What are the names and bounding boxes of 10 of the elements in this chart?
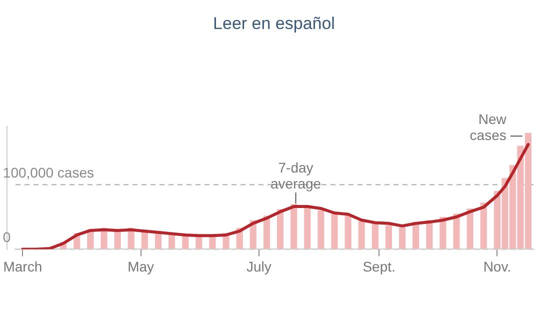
x-tick-label: Nov. xyxy=(483,258,512,274)
x-tick-label: July xyxy=(246,258,272,274)
annotation: 7-day average xyxy=(270,160,322,192)
y-tick-label: 100,000 cases xyxy=(2,164,94,180)
x-tick-label: March xyxy=(3,258,42,274)
chart-title: Leer en español xyxy=(213,14,335,33)
y-tick-label: 0 xyxy=(2,229,11,246)
annotation: New cases xyxy=(470,111,508,144)
x-tick-label: May xyxy=(128,258,154,274)
x-tick-label: Sept. xyxy=(362,258,396,274)
